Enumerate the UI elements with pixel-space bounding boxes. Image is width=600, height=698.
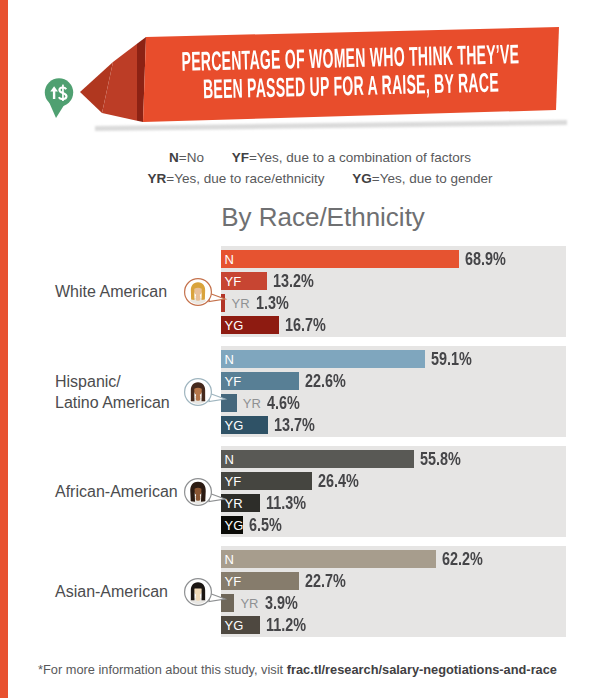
footer-note: *For more information about this study, … [38,662,557,677]
bar-african-american-yg: YG [221,516,243,534]
bar-key-label: YG [221,618,243,633]
bar-white-american-yg: YG [221,316,279,334]
bar-chart: N68.9%YF13.2%YR1.3%YG16.7%White American… [0,0,600,698]
group-label-asian-american: Asian-American [55,581,168,602]
bar-row-yg: YG 13.7% [221,416,325,434]
bar-row-yf: YF13.2% [221,272,324,290]
bar-value-label: 59.1% [431,349,472,370]
bar-value-label: 55.8% [420,449,461,470]
group-label-african-american: African-American [55,481,178,502]
bar-row-yg: YG 16.7% [221,316,336,334]
bar-hispanic-latino-american-yf: YF [221,372,299,390]
avatar-african-american-woman-icon [182,475,228,509]
bar-value-label: 13.2% [273,271,314,292]
group-label-hispanic-latino-american: Hispanic/Latino American [55,371,170,413]
avatar-white-american-woman-icon [182,275,228,309]
bar-value-label: 62.2% [442,549,483,570]
bar-value-label: 68.9% [465,249,506,270]
bar-asian-american-yf: YF [221,572,299,590]
bar-african-american-yf: YF [221,472,312,490]
bar-row-n: N 59.1% [221,350,482,368]
group-panel-asian-american: N 62.2% YF 22.7% YR 3.9% YG 11.2% [221,546,566,637]
bar-key-label: YR [243,396,261,411]
bar-value-label: 3.9% [265,593,298,614]
avatar-asian-american-woman-icon [182,575,228,609]
bar-key-label: YG [221,518,243,533]
bar-value-label: 16.7% [285,315,326,336]
group-panel-african-american: N 55.8% YF 26.4%YR11.3% YG 6.5% [221,446,566,537]
bar-key-label: N [221,352,234,367]
bar-key-label: YG [221,418,243,433]
bar-row-yf: YF 22.6% [221,372,356,390]
bar-african-american-n: N [221,450,414,468]
bar-row-yr: YR 3.9% [221,594,306,612]
bar-key-label: N [221,452,234,467]
footer-text: *For more information about this study, … [38,662,287,677]
bar-value-label: 6.5% [249,515,282,536]
bar-value-label: 22.7% [305,571,346,592]
bar-asian-american-yg: YG [221,616,260,634]
bar-white-american-n: N [221,250,459,268]
bar-key-label: YR [231,296,249,311]
bar-row-yg: YG 6.5% [221,516,290,534]
bar-key-label: N [221,252,234,267]
bar-row-yf: YF 22.7% [221,572,356,590]
bar-value-label: 22.6% [305,371,346,392]
group-panel-white-american: N 68.9% YF13.2% YR 1.3% YG 16.7% [221,246,566,337]
bar-row-yr: YR 1.3% [221,294,297,312]
group-label-white-american: White American [55,281,167,302]
bar-value-label: 13.7% [274,415,315,436]
avatar-latina-woman-icon [182,375,228,409]
bar-key-label: N [221,552,234,567]
bar-key-label: YG [221,318,243,333]
bar-hispanic-latino-american-n: N [221,350,425,368]
bar-value-label: 11.2% [266,615,306,636]
bar-row-n: N 62.2% [221,550,493,568]
bar-row-yr: YR11.3% [221,494,316,512]
bar-row-n: N 55.8% [221,450,471,468]
bar-row-yr: YR 4.6% [221,394,308,412]
bar-key-label: YR [240,596,258,611]
bar-row-yf: YF 26.4% [221,472,369,490]
bar-value-label: 11.3% [266,493,306,514]
bar-asian-american-n: N [221,550,436,568]
bar-value-label: 1.3% [256,293,289,314]
bar-value-label: 26.4% [318,471,359,492]
bar-row-yg: YG 11.2% [221,616,316,634]
group-panel-hispanic-latino-american: N 59.1% YF 22.6% YR 4.6% YG 13.7% [221,346,566,437]
footer-link: frac.tl/research/salary-negotiations-and… [287,662,557,677]
bar-hispanic-latino-american-yg: YG [221,416,268,434]
bar-row-n: N 68.9% [221,250,516,268]
bar-value-label: 4.6% [267,393,300,414]
